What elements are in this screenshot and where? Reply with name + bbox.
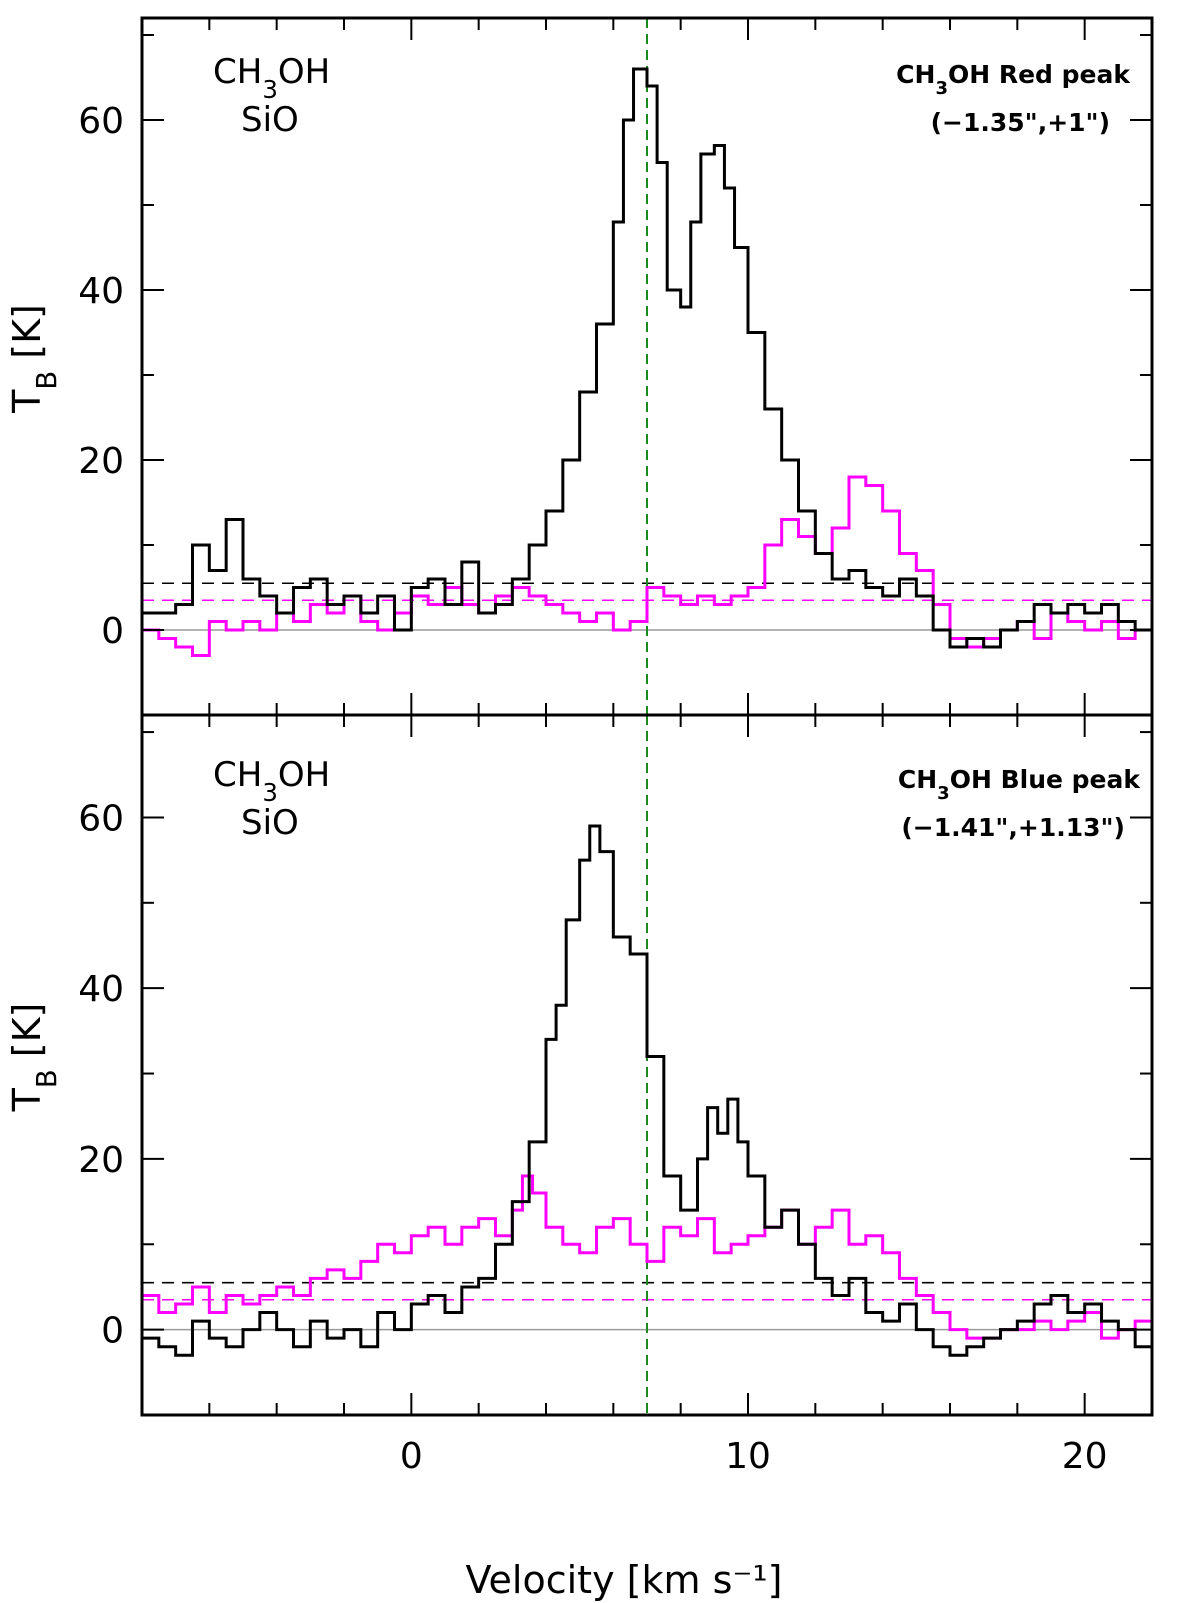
- series-ch3oh-line: [142, 824, 1154, 1357]
- panel-bottom: 0 20 40 60 0 10 20 TB [K]: [5, 713, 1154, 1477]
- y-tick-label: 60: [78, 101, 124, 142]
- bottom-legend-sio: SiO: [241, 803, 299, 843]
- x-tick-label: 0: [400, 1436, 423, 1477]
- y-axis-title: TB [K]: [5, 1003, 63, 1113]
- x-tick-label: 10: [725, 1436, 771, 1477]
- y-tick-label: 40: [78, 969, 124, 1010]
- series-ch3oh-line: [142, 67, 1154, 649]
- top-annotation-line2: (−1.35",+1"): [931, 108, 1110, 137]
- y-tick-label: 0: [101, 1311, 124, 1352]
- bottom-legend-ch3oh: CH3OH: [213, 755, 330, 807]
- top-annotation-line1: CH3OH Red peak: [896, 60, 1131, 99]
- bottom-annotation-line1: CH3OH Blue peak: [898, 765, 1141, 804]
- plot-frame: [140, 16, 1154, 717]
- bottom-annotation-line2: (−1.41",+1.13"): [901, 813, 1125, 842]
- top-legend-sio: SiO: [241, 100, 299, 140]
- y-tick-label: 20: [78, 441, 124, 482]
- y-tick-label: 0: [101, 611, 124, 652]
- y-tick-label: 40: [78, 271, 124, 312]
- x-tick-label: 20: [1062, 1436, 1108, 1477]
- y-tick-label: 20: [78, 1140, 124, 1181]
- y-tick-label: 60: [78, 798, 124, 839]
- panel-top: 0 20 40 60 TB [K]: [5, 16, 1154, 717]
- x-axis-title: Velocity [km s⁻¹]: [466, 1558, 783, 1602]
- top-legend-ch3oh: CH3OH: [213, 52, 330, 104]
- y-axis-title: TB [K]: [5, 304, 63, 414]
- series-sio-line: [142, 1174, 1154, 1340]
